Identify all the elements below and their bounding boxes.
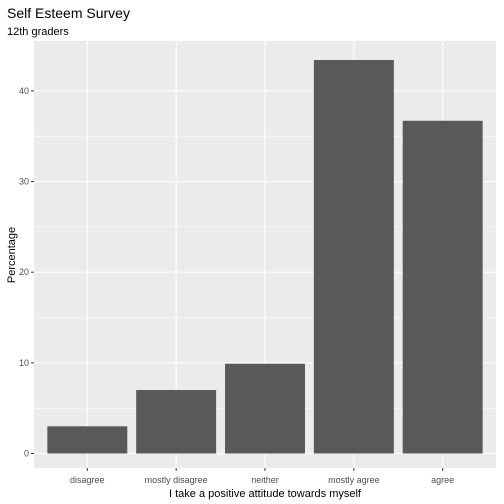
chart-subtitle: 12th graders bbox=[7, 26, 69, 38]
y-axis-ticks: 0 10 20 30 40 bbox=[19, 86, 34, 458]
x-axis-title: I take a positive attitude towards mysel… bbox=[169, 488, 362, 500]
bar-mostly-disagree bbox=[136, 390, 217, 454]
x-axis-ticks: disagree mostly disagree neither mostly agr… bbox=[70, 468, 454, 485]
chart-title: Self Esteem Survey bbox=[7, 5, 130, 21]
y-tick-label: 10 bbox=[19, 358, 29, 368]
y-tick-label: 20 bbox=[19, 267, 29, 277]
x-tick-label: neither bbox=[251, 475, 279, 485]
y-axis-title: Percentage bbox=[6, 227, 18, 283]
x-tick-label: mostly disagree bbox=[145, 475, 208, 485]
bar-disagree bbox=[47, 426, 128, 454]
x-tick-label: agree bbox=[431, 475, 454, 485]
x-tick-label: mostly agree bbox=[328, 475, 380, 485]
bar-mostly-agree bbox=[313, 60, 394, 454]
y-tick-label: 40 bbox=[19, 86, 29, 96]
y-tick-label: 30 bbox=[19, 177, 29, 187]
y-tick-label: 0 bbox=[24, 448, 29, 458]
x-tick-label: disagree bbox=[70, 475, 105, 485]
bars bbox=[47, 60, 483, 454]
bar-neither bbox=[225, 363, 305, 454]
bar-agree bbox=[402, 120, 483, 454]
